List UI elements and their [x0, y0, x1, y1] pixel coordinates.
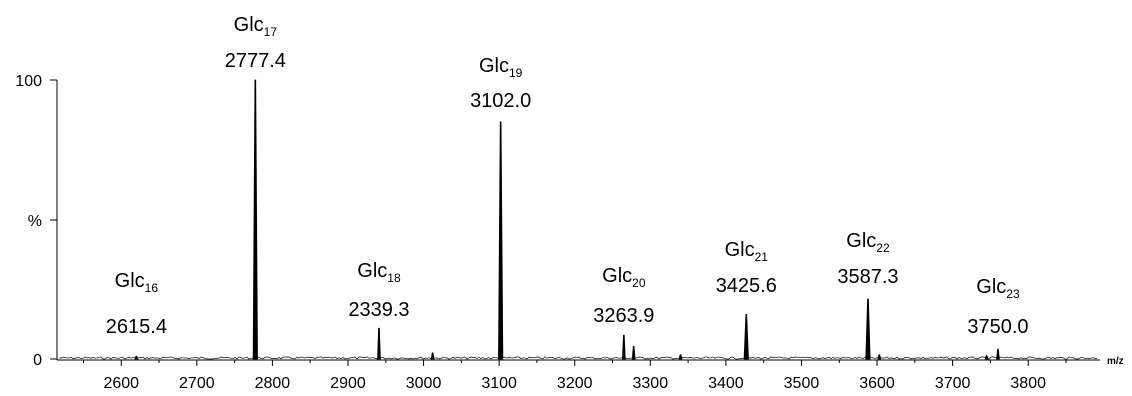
x-tick-label-3000: 3000 — [406, 375, 442, 392]
peak-10 — [877, 354, 882, 360]
annotation-mass-value: 2777.4 — [225, 50, 286, 72]
peak-9 — [865, 298, 871, 360]
annotation-mass-value: 3102.0 — [470, 90, 531, 112]
annotation-mass-value: 2339.3 — [348, 299, 409, 321]
y-axis-label: % — [28, 213, 42, 230]
annotation-glc17: Glc17 2777.4 — [225, 14, 286, 72]
y-tick-marks — [50, 79, 57, 360]
annotation-name: Glc19 — [479, 55, 523, 80]
annotation-name: Glc18 — [357, 260, 401, 285]
annotation-name: Glc21 — [725, 239, 769, 264]
x-axis-unit-label: m/z — [1107, 356, 1124, 367]
baseline-trace — [58, 356, 1098, 360]
annotation-mass-value: 2615.4 — [106, 316, 167, 338]
peak-2 — [377, 327, 381, 360]
annotation-name: Glc16 — [115, 270, 159, 295]
peak-8 — [743, 313, 749, 360]
peak-4 — [498, 121, 504, 360]
y-tick-label-0: 0 — [33, 352, 42, 369]
x-tick-label-2800: 2800 — [255, 375, 291, 392]
peak-1 — [252, 79, 258, 360]
peak-0 — [134, 355, 139, 360]
x-tick-label-2700: 2700 — [179, 375, 215, 392]
peak-11 — [984, 355, 989, 360]
annotation-name: Glc20 — [602, 265, 646, 290]
annotation-mass-value: 3587.3 — [837, 266, 898, 288]
peak-5 — [622, 334, 626, 360]
x-tick-label-3100: 3100 — [481, 375, 517, 392]
x-tick-label-3700: 3700 — [935, 375, 971, 392]
annotation-mass-value: 3750.0 — [967, 316, 1028, 338]
x-tick-label-3400: 3400 — [708, 375, 744, 392]
x-ticks: 2600 2700 2800 2900 3000 3100 3200 3300 3400 3500… — [82, 360, 1067, 392]
peak-3 — [430, 352, 435, 360]
annotation-name: Glc23 — [976, 276, 1020, 301]
annotation-glc20: Glc20 3263.9 — [593, 265, 654, 327]
x-tick-label-3500: 3500 — [784, 375, 820, 392]
annotation-glc19: Glc19 3102.0 — [470, 55, 531, 112]
annotation-name: Glc17 — [234, 14, 278, 39]
y-tick-label-100: 100 — [15, 73, 42, 90]
annotation-glc18: Glc18 2339.3 — [348, 260, 409, 321]
x-tick-label-3800: 3800 — [1010, 375, 1046, 392]
spectrum-peaks — [134, 79, 1000, 360]
annotation-mass-value: 3425.6 — [716, 275, 777, 297]
x-tick-label-3200: 3200 — [557, 375, 593, 392]
peak-annotations: Glc16 2615.4 Glc17 2777.4 Glc18 2339.3 Glc19 31… — [106, 14, 1029, 338]
peak-6 — [631, 346, 636, 360]
x-tick-label-3300: 3300 — [633, 375, 669, 392]
annotation-glc21: Glc21 3425.6 — [716, 239, 777, 297]
annotation-name: Glc22 — [846, 230, 890, 255]
baseline-noise — [58, 356, 1098, 360]
peak-7 — [678, 354, 683, 360]
x-tick-label-2600: 2600 — [103, 375, 139, 392]
annotation-glc22: Glc22 3587.3 — [837, 230, 898, 288]
annotation-glc16: Glc16 2615.4 — [106, 270, 167, 338]
annotation-mass-value: 3263.9 — [593, 305, 654, 327]
annotation-glc23: Glc23 3750.0 — [967, 276, 1028, 338]
peak-12 — [996, 348, 1000, 360]
x-tick-label-2900: 2900 — [330, 375, 366, 392]
x-tick-label-3600: 3600 — [859, 375, 895, 392]
